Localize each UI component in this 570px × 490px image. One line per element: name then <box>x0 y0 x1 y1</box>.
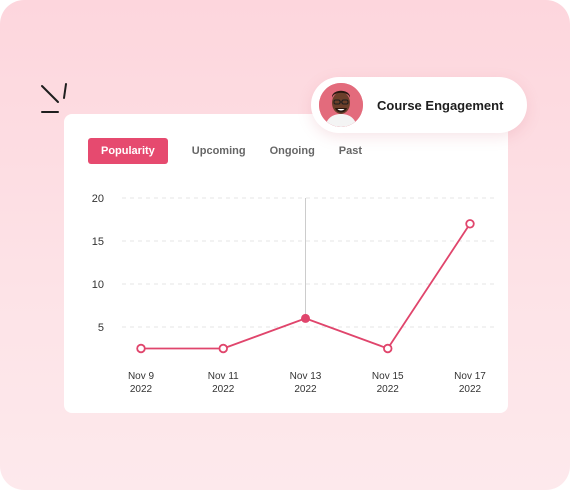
person-avatar-icon <box>319 83 363 127</box>
page-title: Course Engagement <box>377 97 504 113</box>
x-tick-label: Nov 13 <box>290 371 322 382</box>
x-tick-label-year: 2022 <box>459 384 482 395</box>
line-chart: 5 10 15 20 Nov 9 2022 Nov 11 2022 Nov 13 2022 Nov … <box>92 193 494 395</box>
y-tick-label: 5 <box>98 322 104 334</box>
tab-bar: Popularity Upcoming Ongoing Past <box>88 138 386 164</box>
x-tick-label-year: 2022 <box>294 384 317 395</box>
data-point <box>136 343 146 354</box>
x-tick-label: Nov 15 <box>372 371 404 382</box>
avatar <box>319 83 363 127</box>
y-tick-label: 15 <box>92 236 104 248</box>
x-tick-label-year: 2022 <box>212 384 235 395</box>
engagement-card: Popularity Upcoming Ongoing Past 5 10 15 20… <box>64 114 508 413</box>
x-tick-label-year: 2022 <box>130 384 153 395</box>
sparkle-icon <box>41 83 67 113</box>
course-engagement-header: Course Engagement <box>311 77 527 133</box>
tab-upcoming[interactable]: Upcoming <box>191 145 246 157</box>
data-point-highlighted <box>301 313 310 323</box>
x-tick-label: Nov 11 <box>208 371 239 382</box>
x-tick-label-year: 2022 <box>377 384 400 395</box>
tab-popularity[interactable]: Popularity <box>88 138 168 164</box>
tab-past[interactable]: Past <box>338 145 363 157</box>
tab-ongoing[interactable]: Ongoing <box>269 145 315 157</box>
data-point <box>383 343 393 354</box>
x-tick-label: Nov 17 <box>454 371 486 382</box>
data-point <box>465 219 475 229</box>
x-tick-label: Nov 9 <box>128 371 155 382</box>
y-tick-label: 20 <box>92 193 104 205</box>
y-tick-label: 10 <box>92 279 104 291</box>
data-point <box>218 343 228 354</box>
